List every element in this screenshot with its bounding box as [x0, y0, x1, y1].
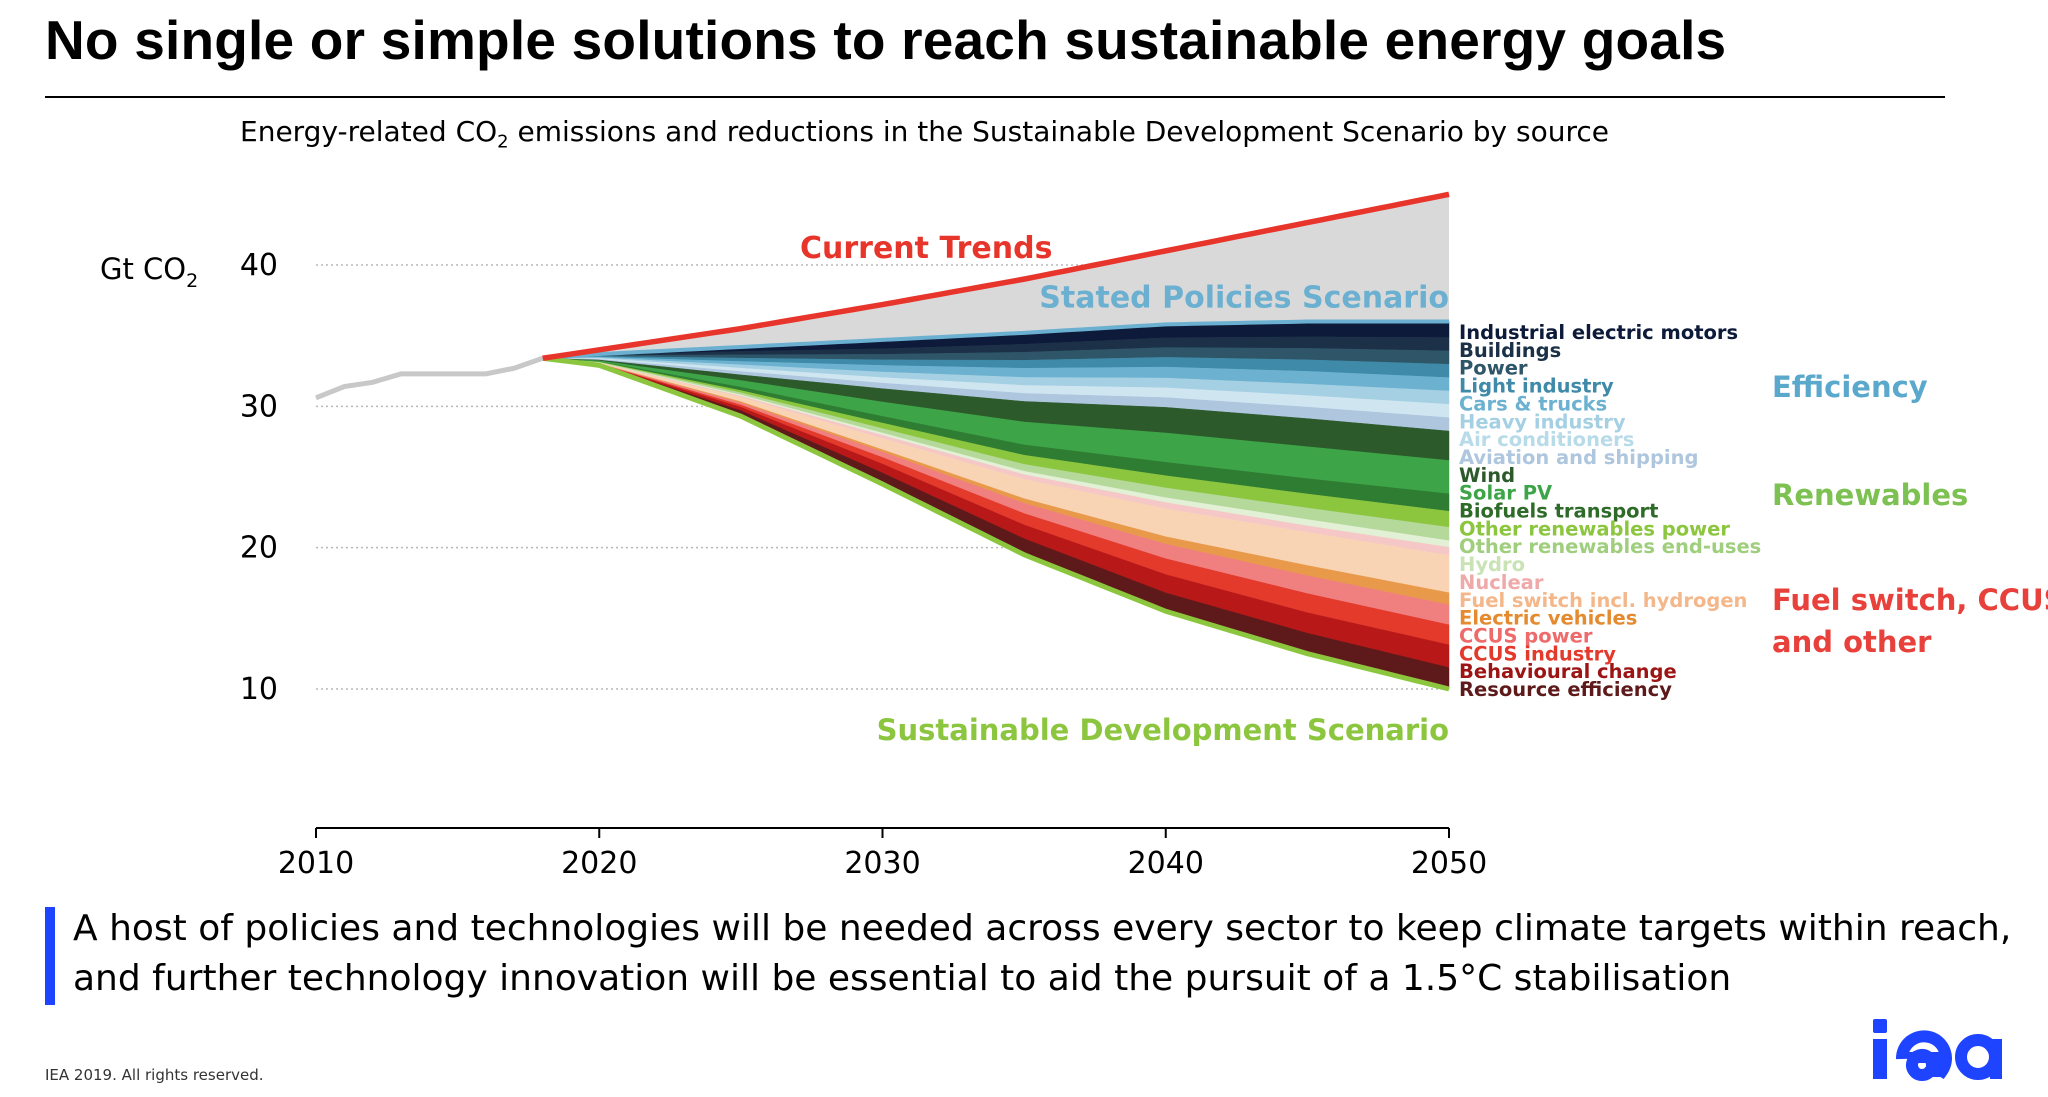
- y-axis-label: Gt CO2: [100, 252, 198, 292]
- historical-emissions-line: [315, 355, 544, 401]
- x-tick-label-2050: 2050: [1411, 846, 1487, 880]
- wedge-label-air-conditioners: Air conditioners: [1459, 428, 1634, 451]
- wedge-label-aviation-and-shipping: Aviation and shipping: [1459, 446, 1698, 469]
- wedge-label-fuel-switch-incl-hydrogen: Fuel switch incl. hydrogen: [1459, 589, 1747, 612]
- wedge-label-electric-vehicles: Electric vehicles: [1459, 607, 1637, 630]
- stated-policies-label: Stated Policies Scenario: [1039, 280, 1449, 315]
- wedge-label-other-renewables-end-uses: Other renewables end-uses: [1459, 535, 1761, 558]
- wedge-label-solar-pv: Solar PV: [1459, 482, 1552, 505]
- wedge-label-other-renewables-power: Other renewables power: [1459, 517, 1730, 540]
- wedge-label-wind: Wind: [1459, 464, 1515, 487]
- wedge-label-industrial-electric-motors: Industrial electric motors: [1459, 321, 1738, 344]
- y-tick-label-40: 40: [240, 248, 278, 283]
- wedge-label-resource-efficiency: Resource efficiency: [1459, 678, 1672, 701]
- wedge-label-biofuels-transport: Biofuels transport: [1459, 500, 1659, 523]
- y-tick-label-20: 20: [240, 531, 278, 566]
- subtitle-subscript: 2: [497, 131, 509, 153]
- wedge-label-ccus-industry: CCUS industry: [1459, 642, 1616, 665]
- stated-policies-line: [542, 319, 1449, 361]
- x-tick-label-2040: 2040: [1128, 846, 1204, 880]
- sds-line: [542, 355, 1450, 692]
- takeaway-line-2: and further technology innovation will b…: [73, 958, 1732, 999]
- wedge-label-hydro: Hydro: [1459, 553, 1525, 576]
- wedge-label-power: Power: [1459, 357, 1528, 380]
- y-axis-label-subscript: 2: [186, 270, 198, 292]
- wedge-label-buildings: Buildings: [1459, 339, 1561, 362]
- takeaway-line-1: A host of policies and technologies will…: [73, 908, 2012, 949]
- current-trends-gap-area: [542, 194, 1449, 359]
- group-label-fuel-switch-line2: and other: [1772, 625, 1932, 659]
- y-tick-label-10: 10: [240, 672, 278, 707]
- takeaway-text: A host of policies and technologies will…: [73, 904, 2013, 1004]
- sds-label: Sustainable Development Scenario: [877, 713, 1449, 747]
- group-label-fuel-switch: Fuel switch, CCUS: [1772, 583, 2048, 617]
- current-trends-line: [542, 191, 1450, 361]
- x-tick-label-2010: 2010: [278, 846, 354, 880]
- iea-logo: [1873, 1019, 2002, 1081]
- y-tick-label-30: 30: [240, 389, 278, 424]
- wedge-label-nuclear: Nuclear: [1459, 571, 1544, 594]
- takeaway-accent-bar: [45, 907, 55, 1005]
- wedge-label-light-industry: Light industry: [1459, 375, 1614, 398]
- title-divider: [45, 96, 1945, 98]
- copyright-notice: IEA 2019. All rights reserved.: [45, 1066, 264, 1084]
- current-trends-label: Current Trends: [800, 231, 1052, 266]
- group-label-renewables: Renewables: [1772, 478, 1968, 512]
- wedge-label-cars-trucks: Cars & trucks: [1459, 392, 1607, 415]
- wedge-label-behavioural-change: Behavioural change: [1459, 660, 1677, 683]
- wedge-label-ccus-power: CCUS power: [1459, 624, 1593, 647]
- wedge-label-heavy-industry: Heavy industry: [1459, 410, 1626, 433]
- x-tick-label-2030: 2030: [844, 846, 920, 880]
- page-title: No single or simple solutions to reach s…: [45, 9, 1727, 71]
- subtitle-rest: emissions and reductions in the Sustaina…: [508, 115, 1609, 148]
- subtitle-main: Energy-related CO: [240, 115, 498, 148]
- x-tick-label-2020: 2020: [561, 846, 637, 880]
- group-label-efficiency: Efficiency: [1772, 370, 1928, 404]
- chart-subtitle: Energy-related CO2 emissions and reducti…: [240, 115, 1609, 153]
